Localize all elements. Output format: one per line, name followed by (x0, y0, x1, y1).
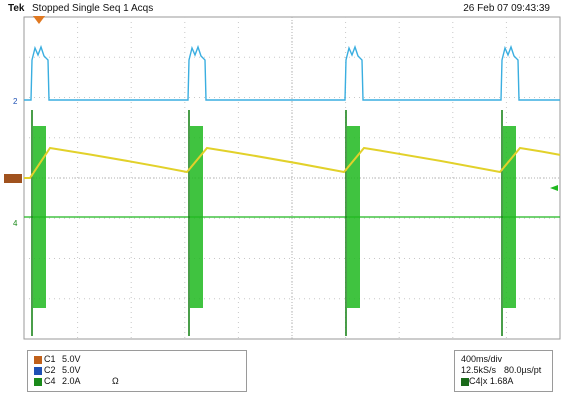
ch4-burst (190, 126, 203, 308)
ch1-yellow-trace (24, 146, 561, 179)
c4-math-swatch-icon (461, 377, 469, 386)
acquisition-status: Stopped Single Seq 1 Acqs (32, 3, 154, 14)
ch4-burst (33, 126, 46, 308)
status-bar: Tek Stopped Single Seq 1 Acqs 26 Feb 07 … (0, 0, 564, 16)
math-channel-row: C4|x 1.68A (461, 376, 513, 387)
ch1-ground-marker-icon (4, 174, 22, 183)
brand-label: Tek (8, 3, 25, 14)
ch4-burst (503, 126, 516, 308)
graticule (23, 16, 561, 340)
c2-swatch-icon (34, 366, 42, 375)
trigger-position-icon (33, 16, 45, 24)
ch4-marker-icon: 4 (13, 219, 18, 228)
time-per-div: 400ms/div (461, 354, 503, 364)
c4-swatch-icon (34, 377, 42, 386)
ch4-burst (347, 126, 360, 308)
channel-row-c2: C2 5.0V (34, 365, 102, 376)
date-time: 26 Feb 07 09:43:39 (463, 3, 550, 14)
ch2-marker-icon: 2 (13, 97, 18, 106)
ch4-green-bursts (31, 110, 516, 336)
channel-row-c4: C4 2.0A Ω (34, 376, 119, 387)
channel-scale-panel: C1 5.0V C2 5.0V C4 2.0A Ω (27, 350, 247, 392)
trigger-level-arrow-icon (550, 185, 558, 191)
c1-swatch-icon (34, 355, 42, 364)
sample-info: 12.5kS/s 80.0µs/pt (461, 365, 542, 375)
timebase-panel: 400ms/div 12.5kS/s 80.0µs/pt C4|x 1.68A (454, 350, 553, 392)
ch2-cyan-trace (24, 44, 560, 101)
channel-row-c1: C1 5.0V (34, 354, 102, 365)
impedance-symbol: Ω (112, 376, 119, 386)
